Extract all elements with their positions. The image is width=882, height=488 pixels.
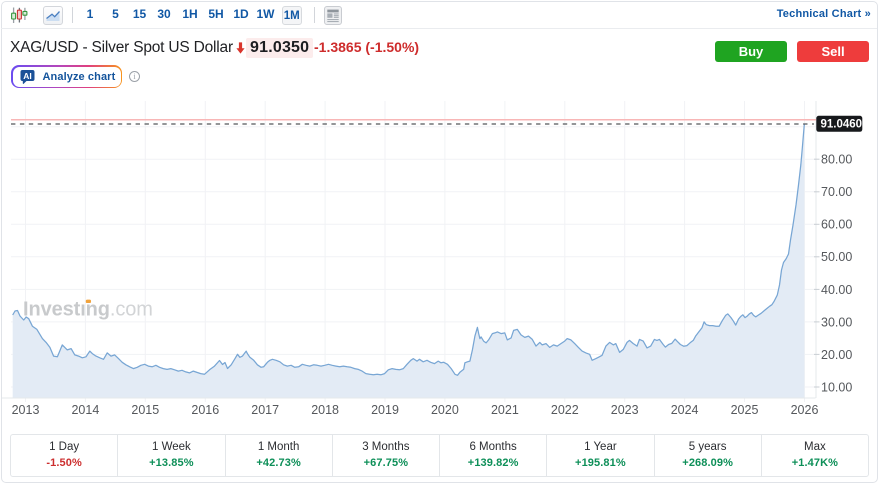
svg-text:2018: 2018 (311, 403, 339, 417)
svg-text:2013: 2013 (12, 403, 40, 417)
svg-text:Investıng.com: Investıng.com (23, 299, 153, 321)
svg-text:2021: 2021 (491, 403, 519, 417)
svg-text:2022: 2022 (551, 403, 579, 417)
svg-text:2026: 2026 (791, 403, 819, 417)
svg-text:30.00: 30.00 (821, 315, 852, 329)
svg-text:40.00: 40.00 (821, 283, 852, 297)
svg-text:2023: 2023 (611, 403, 639, 417)
svg-text:70.00: 70.00 (821, 185, 852, 199)
svg-text:50.00: 50.00 (821, 250, 852, 264)
svg-text:20.00: 20.00 (821, 348, 852, 362)
svg-text:2020: 2020 (431, 403, 459, 417)
svg-text:2024: 2024 (671, 403, 699, 417)
svg-text:2014: 2014 (71, 403, 99, 417)
svg-text:2025: 2025 (731, 403, 759, 417)
svg-text:2015: 2015 (131, 403, 159, 417)
svg-text:91.0460: 91.0460 (821, 119, 863, 131)
svg-text:2016: 2016 (191, 403, 219, 417)
svg-text:AI: AI (23, 71, 32, 81)
svg-text:2017: 2017 (251, 403, 279, 417)
svg-text:80.00: 80.00 (821, 153, 852, 167)
svg-text:60.00: 60.00 (821, 218, 852, 232)
svg-text:2019: 2019 (371, 403, 399, 417)
svg-text:10.00: 10.00 (821, 380, 852, 394)
